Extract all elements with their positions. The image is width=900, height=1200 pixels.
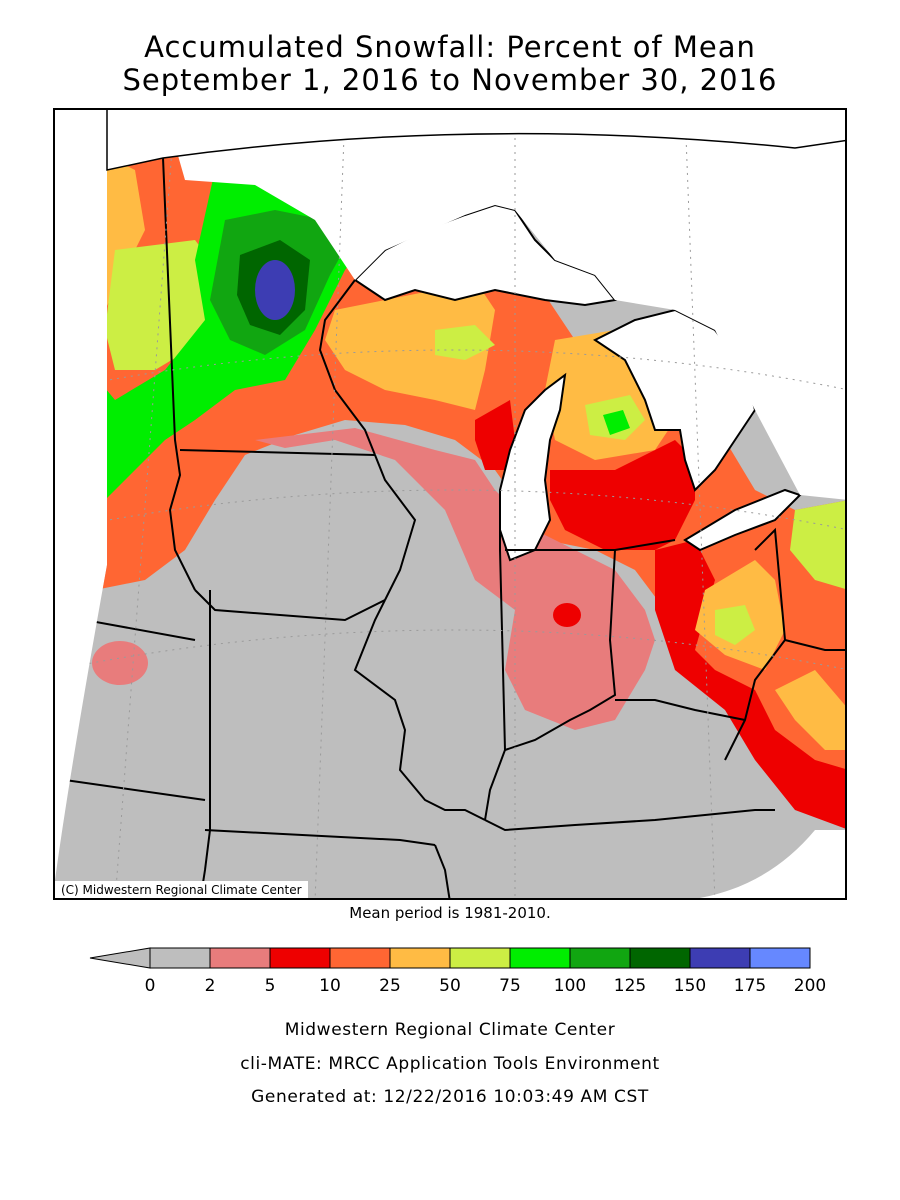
copyright-label: (C) Midwestern Regional Climate Center [55,881,308,898]
contour-50-75 [105,240,845,645]
legend-tick-label: 25 [379,976,401,996]
lake-huron [593,308,757,492]
legend-arrow [89,947,151,969]
precip-contours [55,110,845,898]
contour-2-5-iowa [92,641,148,685]
legend-swatch-10-25 [329,947,391,969]
legend-tick-label: 175 [733,976,767,996]
lake-erie [683,488,802,552]
graticule [55,110,845,898]
legend-swatch-125-150 [629,947,691,969]
legend-swatch-175-200 [749,947,811,969]
projection-edge [106,110,845,171]
legend-tick-label: 5 [264,976,276,996]
footer-generated: Generated at: 12/22/2016 10:03:49 AM CST [251,1087,649,1107]
mean-period-note: Mean period is 1981-2010. [349,904,551,922]
legend-swatch-100-125 [569,947,631,969]
legend-swatch-0-2 [149,947,211,969]
legend-swatch-25-50 [389,947,451,969]
color-legend [89,947,811,969]
legend-tick-label: 100 [553,976,587,996]
contour-5-10-michigan [550,440,695,550]
footer-tool: cli-MATE: MRCC Application Tools Environ… [240,1054,660,1074]
contour-5-10-wisconsin [475,400,515,470]
legend-swatch-2-5 [209,947,271,969]
legend-tick-label: 0 [144,976,156,996]
legend-swatch-5-10 [269,947,331,969]
legend-swatch-50-75 [449,947,511,969]
map-title-line1: Accumulated Snowfall: Percent of Mean [144,30,756,64]
state-borders [64,157,845,898]
footer-org: Midwestern Regional Climate Center [284,1020,616,1040]
contour-5-10-indiana [553,603,581,627]
canada-land-north [165,110,845,500]
legend-tick-label: 50 [439,976,461,996]
legend-tick-label: 10 [319,976,341,996]
contour-150-175 [255,260,295,320]
legend-tick-label: 75 [499,976,521,996]
map-title-line2: September 1, 2016 to November 30, 2016 [122,63,778,97]
legend-tick-label: 125 [613,976,647,996]
legend-swatch-150-175 [689,947,751,969]
legend-tick-label: 150 [673,976,707,996]
legend-swatch-75-100 [509,947,571,969]
map-canvas [55,110,845,898]
contour-2-5 [255,428,655,730]
legend-tick-label: 200 [793,976,827,996]
legend-tick-label: 2 [204,976,216,996]
snowfall-map: (C) Midwestern Regional Climate Center [53,108,847,900]
